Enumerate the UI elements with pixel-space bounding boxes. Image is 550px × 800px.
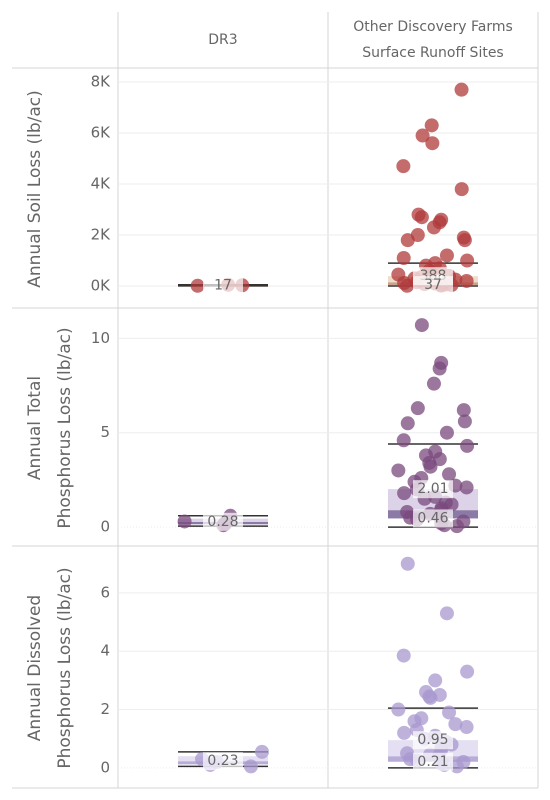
point [396, 648, 411, 663]
point [442, 467, 457, 482]
data-label: 0.23 [207, 753, 238, 769]
point [449, 759, 464, 774]
y-tick-label: 2 [100, 700, 110, 718]
label-bg [203, 276, 243, 295]
point [428, 673, 443, 688]
point [425, 136, 440, 151]
point [243, 759, 258, 774]
y-axis-title: Phosphorus Loss (lb/ac) [55, 327, 75, 528]
point [442, 705, 457, 720]
point [396, 433, 411, 448]
y-axis-title: Annual Total [25, 376, 45, 480]
point [460, 253, 475, 268]
y-axis-title: Annual Dissolved [25, 595, 45, 741]
label-bg [413, 752, 453, 771]
point [454, 82, 469, 97]
y-tick-label: 6K [91, 124, 112, 142]
y-tick-label: 0K [91, 277, 112, 295]
label-bg [203, 752, 243, 771]
point [448, 717, 463, 732]
point [400, 233, 415, 248]
point [426, 376, 441, 391]
point [454, 182, 469, 197]
point [449, 519, 464, 534]
y-tick-label: 4K [91, 175, 112, 193]
point [190, 278, 205, 293]
point [457, 414, 472, 429]
y-tick-label: 2K [91, 226, 112, 244]
y-tick-label: 0 [100, 758, 110, 776]
point [391, 463, 406, 478]
point [457, 233, 472, 248]
label-bg [413, 480, 453, 499]
point [396, 159, 411, 174]
point [456, 403, 471, 418]
label-bg [413, 276, 453, 295]
point [254, 744, 269, 759]
y-tick-label: 0 [100, 518, 110, 536]
y-tick-label: 4 [100, 642, 110, 660]
label-bg [203, 512, 243, 531]
label-bg [413, 509, 453, 528]
label-bg [413, 731, 453, 750]
point [460, 438, 475, 453]
point [432, 361, 447, 376]
y-axis-title: Phosphorus Loss (lb/ac) [55, 567, 75, 768]
point [410, 401, 425, 416]
data-label: 0.95 [417, 732, 448, 748]
point [432, 452, 447, 467]
point [460, 664, 475, 679]
data-label: 17 [214, 278, 232, 294]
data-label: 37 [424, 277, 442, 293]
y-tick-label: 6 [100, 583, 110, 601]
point [439, 248, 454, 263]
point [177, 514, 192, 529]
point [414, 318, 429, 333]
point [400, 278, 415, 293]
y-tick-label: 5 [100, 423, 110, 441]
point [439, 425, 454, 440]
y-tick-label: 10 [91, 329, 110, 347]
point [400, 416, 415, 431]
point [400, 556, 415, 571]
point [459, 480, 474, 495]
data-label: 2.01 [417, 481, 448, 497]
column-header: Surface Runoff Sites [362, 45, 503, 61]
point [426, 220, 441, 235]
point [415, 128, 430, 143]
point [414, 210, 429, 225]
column-header: DR3 [208, 32, 237, 48]
column-header: Other Discovery Farms [353, 19, 513, 35]
data-label: 0.46 [417, 510, 448, 526]
data-label: 0.28 [207, 514, 238, 530]
point [459, 273, 474, 288]
point [423, 690, 438, 705]
point [424, 118, 439, 133]
data-label: 0.21 [417, 754, 448, 770]
point [391, 702, 406, 717]
point [397, 486, 412, 501]
y-axis-title: Annual Soil Loss (lb/ac) [25, 90, 45, 288]
point [397, 725, 412, 740]
point [396, 251, 411, 266]
point [423, 459, 438, 474]
point [439, 606, 454, 621]
y-tick-label: 8K [91, 72, 112, 90]
point [459, 720, 474, 735]
